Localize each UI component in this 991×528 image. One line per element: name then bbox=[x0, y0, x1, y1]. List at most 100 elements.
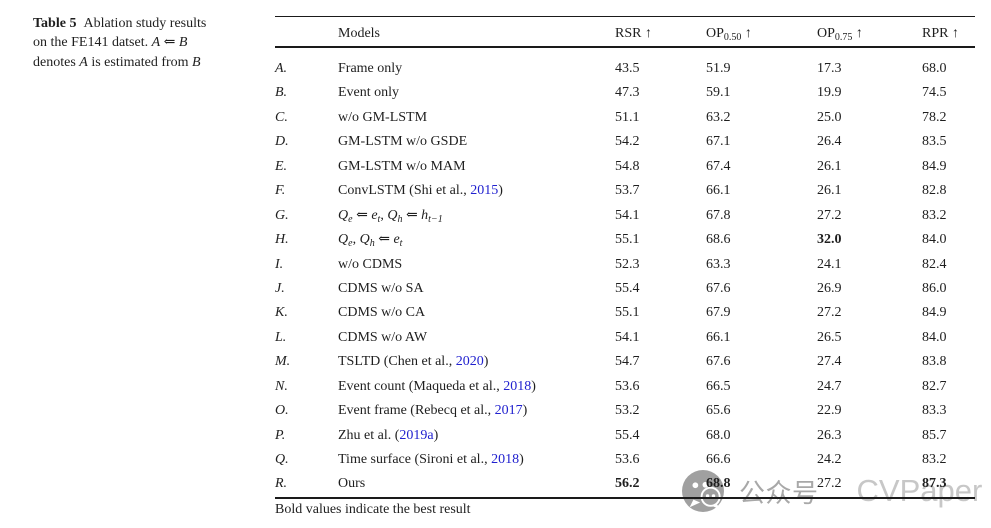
metric-value: 78.2 bbox=[922, 109, 947, 125]
citation-link[interactable]: 2015 bbox=[470, 183, 499, 199]
column-header-rsr: RSR ↑ bbox=[615, 24, 652, 44]
caption-line: denotes A is estimated from B bbox=[33, 53, 263, 72]
metric-value: 53.6 bbox=[615, 378, 640, 394]
metric-value: 53.2 bbox=[615, 403, 640, 419]
model-name: w/o GM-LSTM bbox=[338, 106, 427, 130]
model-name: Ours bbox=[338, 472, 365, 496]
text-segment: e bbox=[371, 207, 378, 223]
table-row: K. CDMS w/o CA 55.1 67.9 27.2 84.9 bbox=[275, 301, 975, 325]
metric-value: 19.9 bbox=[817, 85, 842, 101]
metric-value: 63.3 bbox=[706, 256, 731, 272]
text-segment: t−1 bbox=[428, 213, 443, 225]
table-row: O. Event frame (Rebecq et al., 2017) 53.… bbox=[275, 399, 975, 423]
model-name: w/o CDMS bbox=[338, 253, 402, 277]
text-segment: h bbox=[397, 213, 403, 225]
model-name: Event count (Maqueda et al., 2018) bbox=[338, 375, 536, 399]
metric-value: 82.8 bbox=[922, 183, 947, 199]
model-name: ConvLSTM (Shi et al., 2015) bbox=[338, 179, 503, 203]
text-segment: ⇐ bbox=[352, 207, 372, 223]
metric-value: 47.3 bbox=[615, 85, 640, 101]
metric-value: 53.6 bbox=[615, 452, 640, 467]
citation-link[interactable]: 2020 bbox=[455, 354, 484, 370]
metric-value: 67.9 bbox=[706, 305, 731, 321]
row-letter: Q. bbox=[275, 452, 289, 467]
text-segment: Q bbox=[387, 207, 398, 223]
row-letter: N. bbox=[275, 378, 288, 394]
metric-value: 54.8 bbox=[615, 158, 640, 174]
metric-value: 24.7 bbox=[817, 378, 842, 394]
table-row: G. Qe ⇐ et, Qh ⇐ ht−1 54.1 67.8 27.2 83.… bbox=[275, 204, 975, 228]
model-name: CDMS w/o CA bbox=[338, 301, 425, 325]
column-header-op50: OP0.50 ↑ bbox=[706, 24, 752, 48]
text-segment: 0.50 bbox=[723, 32, 742, 43]
text-segment: Event frame (Rebecq et al., bbox=[338, 403, 495, 419]
text-segment: Models bbox=[338, 26, 380, 41]
metric-value: 54.1 bbox=[615, 329, 640, 345]
text-segment: OP bbox=[706, 26, 724, 41]
metric-value: 84.9 bbox=[922, 305, 947, 321]
row-letter: K. bbox=[275, 305, 288, 321]
metric-value: 53.7 bbox=[615, 183, 640, 199]
metric-value: 63.2 bbox=[706, 109, 731, 125]
row-letter: A. bbox=[275, 61, 288, 76]
table-row: C. w/o GM-LSTM 51.1 63.2 25.0 78.2 bbox=[275, 106, 975, 130]
metric-value: 52.3 bbox=[615, 256, 640, 272]
metric-value: 74.5 bbox=[922, 85, 947, 101]
text-segment: Ours bbox=[338, 476, 366, 492]
text-segment: ⇐ bbox=[402, 207, 422, 223]
table-row: J. CDMS w/o SA 55.4 67.6 26.9 86.0 bbox=[275, 277, 975, 301]
text-segment: ) bbox=[433, 427, 439, 443]
metric-value: 26.1 bbox=[817, 183, 842, 199]
citation-link[interactable]: 2019a bbox=[399, 427, 434, 443]
column-header-op75: OP0.75 ↑ bbox=[817, 24, 863, 48]
text-segment: Event only bbox=[338, 85, 400, 101]
metric-value: 51.9 bbox=[706, 61, 731, 76]
text-segment: Time surface (Sironi et al., bbox=[338, 452, 492, 467]
text-segment: RPR ↑ bbox=[922, 26, 959, 41]
text-segment: B bbox=[192, 54, 201, 70]
text-segment: RSR ↑ bbox=[615, 26, 652, 41]
metric-value: 83.2 bbox=[922, 452, 947, 467]
model-name: Event only bbox=[338, 81, 399, 105]
metric-value: 26.1 bbox=[817, 158, 842, 174]
metric-value: 27.2 bbox=[817, 207, 842, 223]
row-letter: R. bbox=[275, 476, 288, 492]
metric-value: 87.3 bbox=[922, 476, 947, 492]
metric-value: 68.6 bbox=[706, 232, 731, 248]
text-segment: h bbox=[369, 238, 375, 250]
column-header-models: Models bbox=[338, 24, 380, 44]
table-row: B. Event only 47.3 59.1 19.9 74.5 bbox=[275, 81, 975, 105]
text-segment: GM-LSTM w/o MAM bbox=[338, 158, 466, 174]
wechat-icon bbox=[682, 470, 724, 512]
metric-value: 55.1 bbox=[615, 305, 640, 321]
table-row: H. Qe, Qh ⇐ et 55.1 68.6 32.0 84.0 bbox=[275, 228, 975, 252]
citation-link[interactable]: 2018 bbox=[491, 452, 520, 467]
metric-value: 85.7 bbox=[922, 427, 947, 443]
row-letter: C. bbox=[275, 109, 288, 125]
text-segment: Event count (Maqueda et al., bbox=[338, 378, 504, 394]
citation-link[interactable]: 2017 bbox=[494, 403, 523, 419]
table-rows: A. Frame only 43.5 51.9 17.3 68.0 B. Eve… bbox=[275, 57, 975, 497]
text-segment: e bbox=[348, 238, 353, 250]
metric-value: 24.2 bbox=[817, 452, 842, 467]
metric-value: 65.6 bbox=[706, 403, 731, 419]
row-letter: O. bbox=[275, 403, 289, 419]
text-segment: GM-LSTM w/o GSDE bbox=[338, 134, 468, 150]
text-segment: ) bbox=[531, 378, 536, 394]
metric-value: 54.1 bbox=[615, 207, 640, 223]
metric-value: 66.1 bbox=[706, 329, 731, 345]
model-name: Zhu et al. (2019a) bbox=[338, 424, 438, 448]
text-segment: B bbox=[178, 35, 188, 51]
metric-value: 22.9 bbox=[817, 403, 842, 419]
model-name: GM-LSTM w/o MAM bbox=[338, 155, 466, 179]
rule-bottom bbox=[275, 497, 975, 499]
metric-value: 51.1 bbox=[615, 109, 640, 125]
metric-value: 54.7 bbox=[615, 354, 640, 370]
metric-value: 27.2 bbox=[817, 476, 842, 492]
row-letter: E. bbox=[275, 158, 288, 174]
metric-value: 17.3 bbox=[817, 61, 842, 76]
metric-value: 27.2 bbox=[817, 305, 842, 321]
model-name: GM-LSTM w/o GSDE bbox=[338, 130, 467, 154]
citation-link[interactable]: 2018 bbox=[503, 378, 532, 394]
text-segment: A bbox=[79, 54, 88, 70]
